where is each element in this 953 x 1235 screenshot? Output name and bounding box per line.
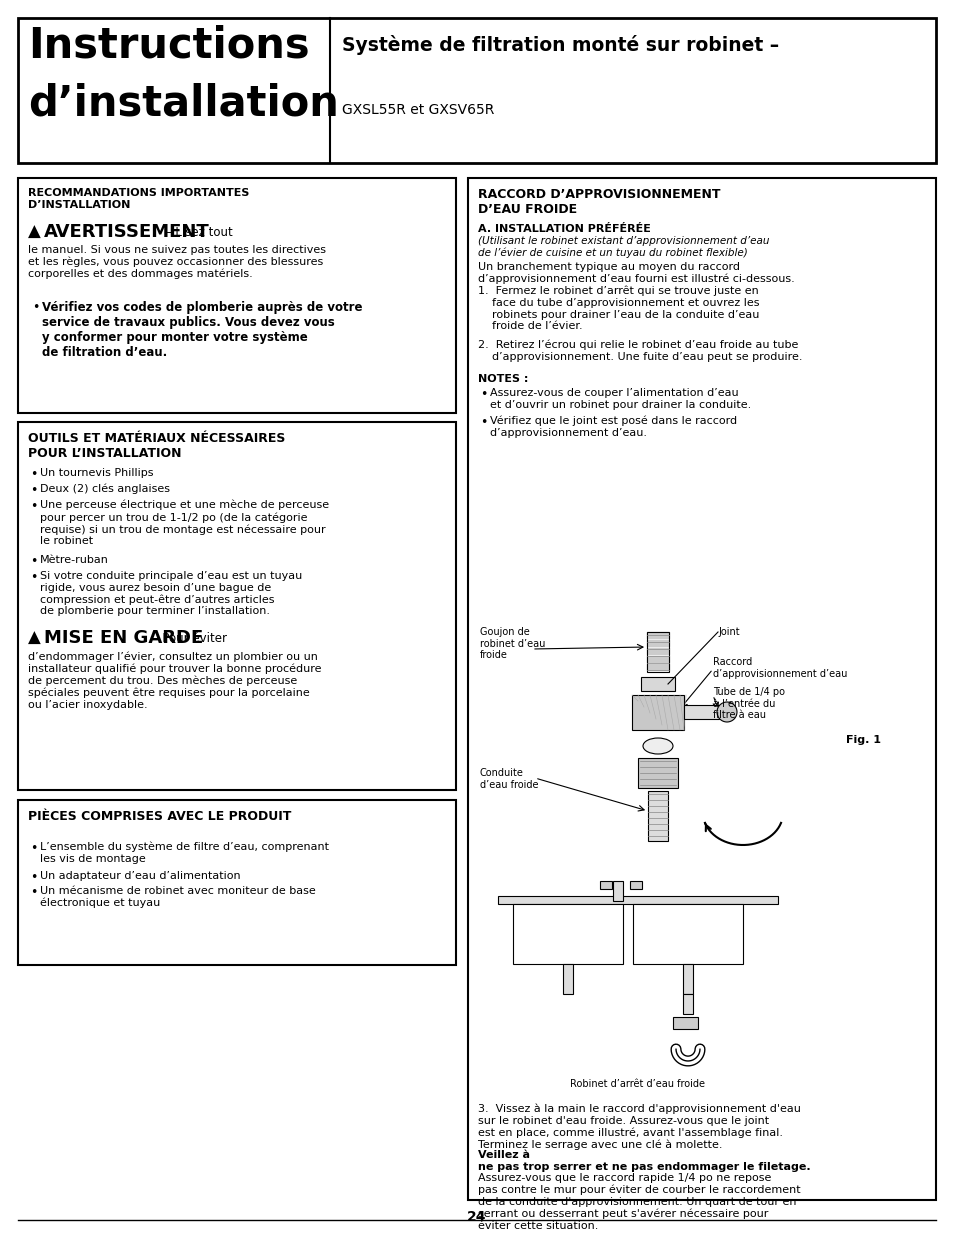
- Text: Vérifiez vos codes de plomberie auprès de votre
service de travaux publics. Vous: Vérifiez vos codes de plomberie auprès d…: [42, 301, 362, 359]
- Text: Vérifiez que le joint est posé dans le raccord
d’approvisionnement d’eau.: Vérifiez que le joint est posé dans le r…: [490, 416, 737, 438]
- Text: RACCORD D’APPROVISIONNEMENT
D’EAU FROIDE: RACCORD D’APPROVISIONNEMENT D’EAU FROIDE: [477, 188, 720, 216]
- Text: Système de filtration monté sur robinet –: Système de filtration monté sur robinet …: [341, 35, 779, 56]
- Text: •: •: [30, 555, 37, 568]
- Text: Mètre-ruban: Mètre-ruban: [40, 555, 109, 564]
- Bar: [683, 705, 719, 719]
- Text: Un tournevis Phillips: Un tournevis Phillips: [40, 468, 153, 478]
- FancyBboxPatch shape: [631, 695, 683, 730]
- Text: 24: 24: [467, 1210, 486, 1224]
- Text: Une perceuse électrique et une mèche de perceuse
pour percer un trou de 1-1/2 po: Une perceuse électrique et une mèche de …: [40, 500, 329, 547]
- Text: •: •: [30, 842, 37, 855]
- Bar: [633, 904, 742, 965]
- Text: 2.  Retirez l’écrou qui relie le robinet d’eau froide au tube
    d’approvisionn: 2. Retirez l’écrou qui relie le robinet …: [477, 340, 801, 362]
- Text: •: •: [30, 500, 37, 513]
- Text: Raccord
d’approvisionnement d’eau: Raccord d’approvisionnement d’eau: [712, 657, 846, 678]
- Text: – Pour éviter: – Pour éviter: [149, 632, 227, 645]
- Bar: [513, 904, 622, 965]
- Text: OUTILS ET MATÉRIAUX NÉCESSAIRES
POUR L’INSTALLATION: OUTILS ET MATÉRIAUX NÉCESSAIRES POUR L’I…: [28, 432, 285, 459]
- Text: NOTES :: NOTES :: [477, 374, 528, 384]
- Text: Un mécanisme de robinet avec moniteur de base
électronique et tuyau: Un mécanisme de robinet avec moniteur de…: [40, 885, 315, 908]
- Text: A. INSTALLATION PRÉFÉRÉE: A. INSTALLATION PRÉFÉRÉE: [477, 224, 650, 233]
- Text: PIÈCES COMPRISES AVEC LE PRODUIT: PIÈCES COMPRISES AVEC LE PRODUIT: [28, 810, 291, 823]
- Text: Robinet d’arrêt d’eau froide: Robinet d’arrêt d’eau froide: [570, 1079, 705, 1089]
- Bar: [629, 881, 641, 889]
- Text: Assurez-vous de couper l’alimentation d’eau
et d’ouvrir un robinet pour drainer : Assurez-vous de couper l’alimentation d’…: [490, 388, 750, 410]
- Bar: [682, 994, 692, 1014]
- Text: Tube de 1/4 po
à l’entrée du
filtre à eau: Tube de 1/4 po à l’entrée du filtre à ea…: [712, 687, 784, 720]
- Bar: [18, 178, 456, 412]
- Bar: [599, 881, 612, 889]
- Text: AVERTISSEMENT: AVERTISSEMENT: [44, 224, 210, 241]
- FancyBboxPatch shape: [638, 758, 678, 788]
- Bar: [682, 965, 692, 994]
- Text: Deux (2) clés anglaises: Deux (2) clés anglaises: [40, 484, 170, 494]
- Text: •: •: [479, 388, 487, 401]
- Text: •: •: [479, 416, 487, 429]
- Text: •: •: [30, 484, 37, 496]
- Text: ▲: ▲: [28, 224, 41, 241]
- Text: Si votre conduite principale d’eau est un tuyau
rigide, vous aurez besoin d’une : Si votre conduite principale d’eau est u…: [40, 571, 302, 616]
- Bar: [613, 881, 622, 902]
- Text: Joint: Joint: [718, 627, 739, 637]
- Text: d’installation: d’installation: [28, 82, 338, 124]
- Bar: [468, 178, 935, 1200]
- FancyBboxPatch shape: [640, 677, 675, 692]
- Bar: [18, 422, 456, 790]
- Text: •: •: [30, 468, 37, 480]
- Text: Un branchement typique au moyen du raccord
d’approvisionnement d’eau fourni est : Un branchement typique au moyen du racco…: [477, 262, 794, 284]
- Text: (Utilisant le robinet existant d’approvisionnement d’eau
de l’évier de cuisine e: (Utilisant le robinet existant d’approvi…: [477, 236, 769, 258]
- Text: – Lisez tout: – Lisez tout: [162, 226, 233, 240]
- Text: Fig. 1: Fig. 1: [845, 735, 880, 745]
- Text: MISE EN GARDE: MISE EN GARDE: [44, 629, 203, 647]
- Bar: [647, 790, 667, 841]
- Text: Un adaptateur d’eau d’alimentation: Un adaptateur d’eau d’alimentation: [40, 871, 240, 881]
- Text: le manuel. Si vous ne suivez pas toutes les directives
et les règles, vous pouve: le manuel. Si vous ne suivez pas toutes …: [28, 245, 326, 279]
- Text: Goujon de
robinet d’eau
froide: Goujon de robinet d’eau froide: [479, 627, 545, 661]
- Text: Conduite
d’eau froide: Conduite d’eau froide: [479, 768, 537, 789]
- Text: Assurez-vous que le raccord rapide 1/4 po ne repose
pas contre le mur pour évite: Assurez-vous que le raccord rapide 1/4 p…: [477, 1173, 800, 1230]
- Text: 1.  Fermez le robinet d’arrêt qui se trouve juste en
    face du tube d’approvis: 1. Fermez le robinet d’arrêt qui se trou…: [477, 287, 759, 331]
- Bar: [18, 800, 456, 965]
- Text: d’endommager l’évier, consultez un plombier ou un
installateur qualifié pour tro: d’endommager l’évier, consultez un plomb…: [28, 651, 321, 710]
- Bar: [497, 897, 778, 904]
- Bar: [646, 632, 668, 672]
- Text: ▲: ▲: [28, 629, 41, 647]
- Text: •: •: [30, 885, 37, 899]
- Ellipse shape: [642, 739, 672, 755]
- Text: Veillez à
ne pas trop serrer et ne pas endommager le filetage.: Veillez à ne pas trop serrer et ne pas e…: [477, 1150, 810, 1172]
- FancyBboxPatch shape: [672, 1016, 698, 1029]
- Text: GXSL55R et GXSV65R: GXSL55R et GXSV65R: [341, 103, 494, 117]
- Circle shape: [717, 701, 737, 722]
- Text: •: •: [32, 301, 39, 314]
- Bar: [562, 965, 573, 994]
- Text: •: •: [30, 571, 37, 584]
- Text: RECOMMANDATIONS IMPORTANTES
D’INSTALLATION: RECOMMANDATIONS IMPORTANTES D’INSTALLATI…: [28, 188, 249, 210]
- Bar: [18, 19, 935, 163]
- Text: 3.  Vissez à la main le raccord d'approvisionnement d'eau
sur le robinet d'eau f: 3. Vissez à la main le raccord d'approvi…: [477, 1104, 800, 1151]
- Text: L’ensemble du système de filtre d’eau, comprenant
les vis de montage: L’ensemble du système de filtre d’eau, c…: [40, 842, 329, 864]
- Text: Instructions: Instructions: [28, 25, 310, 67]
- Text: •: •: [30, 871, 37, 884]
